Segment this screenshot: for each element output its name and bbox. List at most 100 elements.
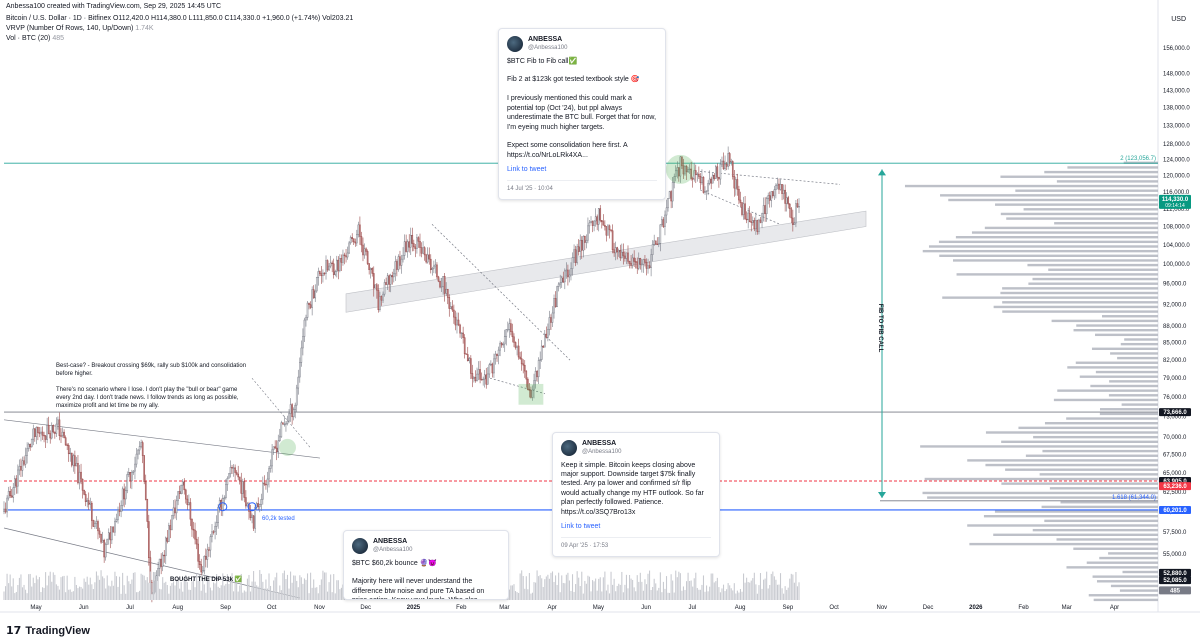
candle bbox=[129, 472, 132, 489]
candle bbox=[180, 484, 182, 495]
volume-bar bbox=[306, 573, 309, 600]
candle-body bbox=[12, 487, 15, 498]
volume-bar bbox=[665, 576, 668, 600]
candle bbox=[525, 370, 528, 388]
volume-bar bbox=[157, 575, 159, 600]
volume-profile-bar bbox=[1023, 208, 1158, 211]
candle-body bbox=[727, 153, 729, 167]
candle bbox=[560, 275, 563, 288]
candle-body bbox=[232, 467, 235, 469]
candle-body bbox=[18, 466, 21, 471]
credit-line: Anbessa100 created with TradingView.com,… bbox=[6, 3, 222, 10]
candle-body bbox=[582, 235, 585, 251]
volume-bar bbox=[330, 574, 332, 600]
volume-bar bbox=[282, 573, 284, 600]
volume-value: 485 bbox=[52, 35, 64, 42]
price-label-box bbox=[1159, 586, 1191, 595]
volume-bar bbox=[732, 590, 734, 600]
candle bbox=[97, 519, 99, 540]
tweet-link[interactable]: Link to tweet bbox=[507, 166, 547, 174]
volume-bar bbox=[516, 592, 518, 600]
volume-bar bbox=[168, 593, 170, 600]
candle-body bbox=[622, 251, 625, 257]
candle bbox=[694, 164, 697, 184]
candle-body bbox=[277, 440, 280, 452]
symbol-name[interactable]: Bitcoin / U.S. Dollar · 1D · Bitfinex bbox=[6, 15, 112, 22]
candle bbox=[12, 483, 15, 503]
candle-body bbox=[189, 502, 192, 520]
candle bbox=[554, 291, 557, 308]
candle bbox=[272, 446, 275, 455]
candle-body bbox=[40, 431, 42, 434]
tradingview-logo[interactable]: 𝟭𝟳 TradingView bbox=[6, 624, 90, 637]
volume-bar bbox=[283, 570, 285, 600]
volume-bar bbox=[787, 587, 789, 600]
candle-body bbox=[340, 258, 343, 263]
candle bbox=[228, 472, 230, 479]
candle bbox=[593, 220, 595, 232]
candle-body bbox=[665, 207, 668, 216]
candle-body bbox=[574, 249, 577, 263]
tweet-card-support[interactable]: ANBESSA @Anbessa100 Keep it simple. Bitc… bbox=[552, 432, 720, 557]
candle bbox=[698, 166, 700, 179]
volume-bar bbox=[140, 573, 142, 600]
candle bbox=[175, 495, 178, 521]
candle-body bbox=[787, 197, 790, 205]
candle bbox=[302, 328, 304, 356]
volume-bar bbox=[585, 583, 587, 600]
avatar bbox=[507, 35, 523, 52]
volume-bar bbox=[795, 571, 797, 600]
volume-bar bbox=[790, 573, 792, 600]
candle-body bbox=[131, 471, 133, 481]
volume-bar bbox=[103, 578, 105, 600]
tweet-card-fib[interactable]: ANBESSA @Anbessa100 $BTC Fib to Fib call… bbox=[498, 28, 666, 200]
candle-body bbox=[146, 499, 149, 522]
volume-profile-bar bbox=[1086, 561, 1158, 564]
candle bbox=[7, 486, 10, 501]
volume-bar bbox=[719, 592, 721, 600]
candle bbox=[397, 254, 400, 272]
tweet-link[interactable]: Link to tweet bbox=[561, 523, 601, 531]
candle bbox=[788, 202, 791, 218]
volume-legend[interactable]: Vol · BTC (20) 485 bbox=[6, 35, 64, 42]
volume-bar bbox=[568, 580, 570, 600]
volume-bar bbox=[659, 572, 661, 600]
candle-body bbox=[647, 265, 649, 269]
candle-body bbox=[226, 477, 229, 485]
candle bbox=[597, 208, 600, 232]
candle bbox=[258, 503, 261, 513]
candle-body bbox=[625, 252, 628, 259]
candle-body bbox=[639, 258, 642, 265]
candle-body bbox=[514, 342, 517, 348]
volume-bar bbox=[518, 592, 520, 600]
candle bbox=[331, 260, 333, 273]
candle-body bbox=[470, 358, 472, 374]
volume-bar bbox=[733, 583, 735, 600]
candle bbox=[537, 357, 540, 385]
candle-body bbox=[547, 329, 549, 338]
dashed-trendline bbox=[489, 377, 546, 395]
candle bbox=[523, 360, 526, 378]
candle bbox=[528, 382, 531, 398]
volume-bar bbox=[26, 593, 28, 600]
vrvp-legend[interactable]: VRVP (Number Of Rows, 140, Up/Down) 1.74… bbox=[6, 25, 154, 32]
candle bbox=[503, 329, 506, 352]
candle-body bbox=[419, 241, 421, 248]
candle-body bbox=[148, 521, 150, 558]
candle bbox=[34, 428, 36, 442]
candle bbox=[285, 421, 287, 432]
candle-body bbox=[567, 269, 569, 278]
candle-body bbox=[339, 258, 341, 271]
candle bbox=[311, 286, 313, 316]
candle bbox=[164, 536, 167, 565]
volume-profile-bar bbox=[938, 240, 1158, 244]
candle-body bbox=[790, 208, 793, 219]
volume-profile-bar bbox=[1121, 403, 1158, 406]
volume-bar bbox=[582, 593, 584, 600]
volume-bar bbox=[679, 573, 681, 600]
volume-bar bbox=[667, 592, 669, 600]
tweet-card-bounce[interactable]: ANBESSA @Anbessa100 $BTC $60,2k bounce 🔮… bbox=[343, 530, 509, 600]
volume-bar bbox=[622, 592, 624, 600]
candle-body bbox=[303, 319, 306, 337]
